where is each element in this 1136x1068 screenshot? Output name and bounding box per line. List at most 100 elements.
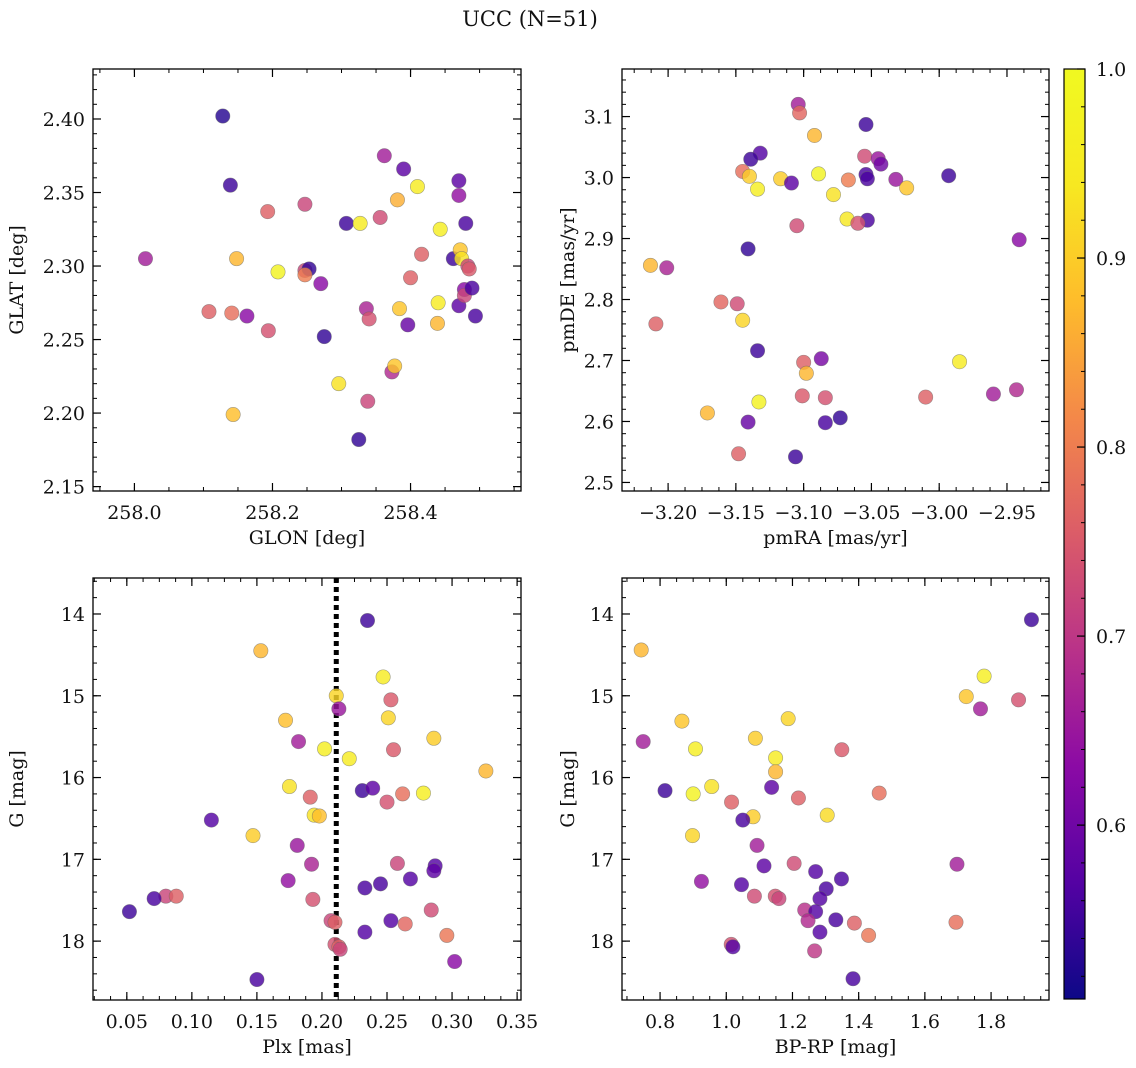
- data-point: [415, 785, 431, 801]
- data-point: [764, 779, 780, 795]
- data-point: [811, 166, 827, 182]
- x-tick-label: 0.35: [496, 1011, 538, 1033]
- colorbar-tick-label: 0.8: [1096, 437, 1126, 459]
- data-point: [800, 913, 816, 929]
- data-point: [749, 837, 765, 853]
- colorbar-tick-label: 0.7: [1096, 626, 1126, 648]
- x-tick-label: 0.10: [171, 1011, 213, 1033]
- colorbar-tick-label: 0.9: [1096, 248, 1126, 270]
- data-point: [794, 388, 810, 404]
- y-tick-label: 2.20: [43, 403, 85, 425]
- x-tick-label: −3.05: [842, 502, 900, 524]
- data-point: [451, 173, 467, 189]
- data-point: [828, 912, 844, 928]
- x-tick-label: 1.8: [976, 1011, 1006, 1033]
- data-point: [270, 264, 286, 280]
- data-point: [372, 210, 388, 226]
- y-tick-label: 2.15: [43, 477, 85, 499]
- data-point: [432, 221, 448, 237]
- data-point: [768, 750, 784, 766]
- data-point: [387, 358, 403, 374]
- y-tick-label: 2.35: [43, 183, 85, 205]
- data-point: [168, 888, 184, 904]
- x-tick-label: 1.0: [711, 1011, 741, 1033]
- data-point: [674, 713, 690, 729]
- y-tick-label: 3.1: [584, 107, 614, 129]
- x-tick-label: −3.15: [707, 502, 765, 524]
- data-point: [806, 127, 822, 143]
- data-point: [461, 261, 477, 277]
- data-point: [423, 902, 439, 918]
- x-tick-label: 258.0: [107, 502, 161, 524]
- scatter-points: [642, 96, 1027, 465]
- data-point: [845, 971, 861, 987]
- data-point: [833, 871, 849, 887]
- data-point: [278, 712, 294, 728]
- data-point: [313, 276, 329, 292]
- y-tick-label: 16: [61, 768, 85, 790]
- x-tick-label: −3.10: [775, 502, 833, 524]
- data-point: [478, 763, 494, 779]
- axes-frame: [621, 577, 1050, 1001]
- data-point: [361, 311, 377, 327]
- data-point: [291, 734, 307, 750]
- data-point: [958, 689, 974, 705]
- data-point: [121, 904, 137, 920]
- x-axis-label: GLON [deg]: [249, 527, 365, 549]
- y-tick-label: 16: [590, 768, 614, 790]
- y-tick-label: 14: [61, 604, 85, 626]
- data-point: [832, 410, 848, 426]
- data-point: [859, 171, 875, 187]
- data-point: [331, 376, 347, 392]
- data-point: [426, 863, 442, 879]
- data-point: [373, 876, 389, 892]
- data-point: [1011, 232, 1027, 248]
- data-point: [693, 873, 709, 889]
- data-point: [846, 915, 862, 931]
- data-point: [941, 168, 957, 184]
- data-point: [302, 789, 318, 805]
- data-point: [403, 270, 419, 286]
- y-tick-label: 2.8: [584, 290, 614, 312]
- scatter-panel-4: 0.8 1.0 1.2 1.4 1.6 1.8 14 15 16 17 18 BP-RP [mag] G…: [557, 577, 1050, 1058]
- data-point: [458, 215, 474, 231]
- data-point: [297, 196, 313, 212]
- data-point: [380, 710, 396, 726]
- y-tick-label: 18: [590, 931, 614, 953]
- x-axis-label: Plx [mas]: [262, 1036, 352, 1058]
- data-point: [635, 734, 651, 750]
- data-point: [735, 812, 751, 828]
- data-point: [1008, 382, 1024, 398]
- data-point: [1023, 612, 1039, 628]
- data-point: [740, 414, 756, 430]
- data-point: [253, 643, 269, 659]
- y-tick-label: 14: [590, 604, 614, 626]
- data-point: [657, 783, 673, 799]
- data-point: [888, 171, 904, 187]
- y-axis-label: G [mag]: [557, 750, 579, 828]
- data-point: [289, 837, 305, 853]
- y-tick-label: 18: [61, 931, 85, 953]
- x-tick-label: 0.30: [431, 1011, 473, 1033]
- data-point: [825, 187, 841, 203]
- data-point: [790, 790, 806, 806]
- colorbar: 0.6 0.7 0.8 0.9 1.0: [1063, 59, 1126, 1000]
- data-point: [731, 446, 747, 462]
- x-tick-label: 258.2: [245, 502, 299, 524]
- data-point: [659, 260, 675, 276]
- x-tick-label: 0.20: [301, 1011, 343, 1033]
- y-tick-label: 2.40: [43, 109, 85, 131]
- data-point: [395, 786, 411, 802]
- data-point: [850, 215, 866, 231]
- axes-frame: [92, 577, 522, 1001]
- data-point: [249, 972, 265, 988]
- data-point: [788, 449, 804, 465]
- data-point: [813, 351, 829, 367]
- data-point: [341, 751, 357, 767]
- data-point: [783, 175, 799, 191]
- data-point: [972, 701, 988, 717]
- data-point: [976, 668, 992, 684]
- data-point: [1011, 692, 1027, 708]
- x-tick-label: 258.4: [383, 502, 437, 524]
